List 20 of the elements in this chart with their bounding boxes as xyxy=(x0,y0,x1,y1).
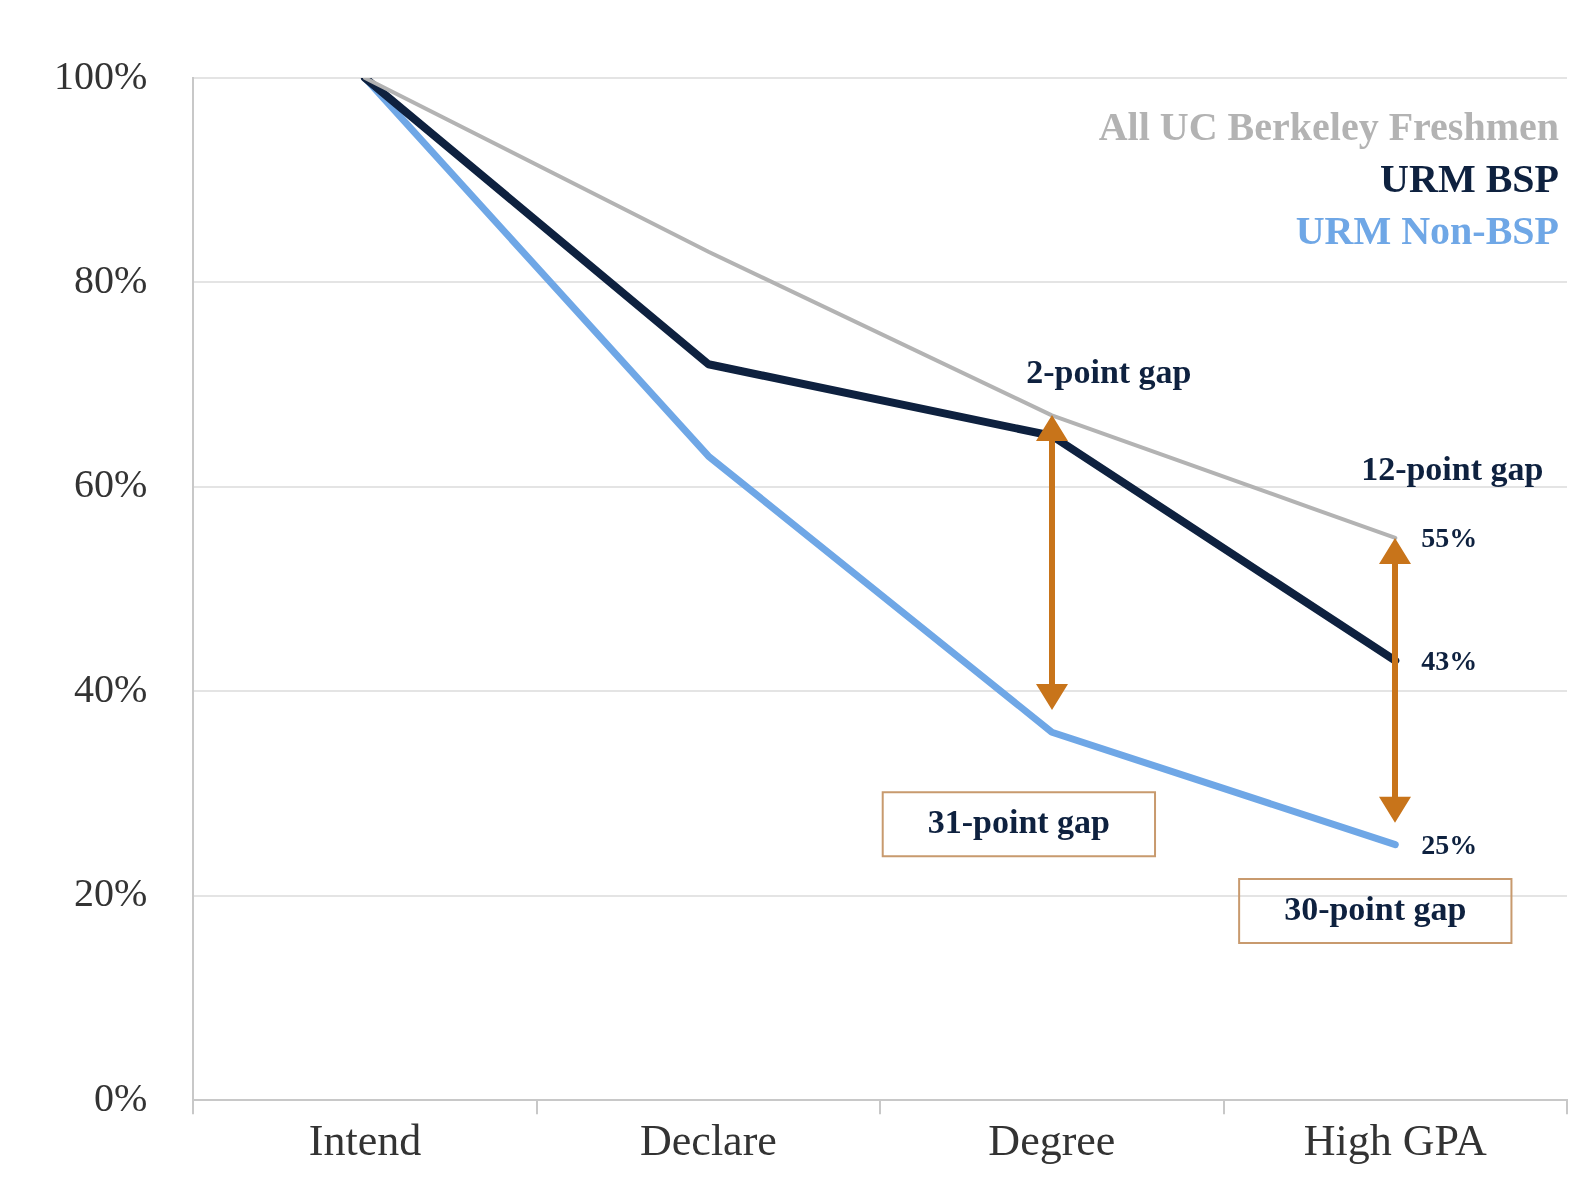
x-tick-label: Degree xyxy=(988,1116,1116,1166)
x-tick-label: High GPA xyxy=(1303,1116,1487,1166)
text: URM Non-BSP xyxy=(1295,208,1559,254)
annotation: 55% xyxy=(1421,522,1478,554)
annotation: 2-point gap xyxy=(1026,353,1192,391)
annotation: 12-point gap xyxy=(1361,450,1544,488)
x-tick-label: Intend xyxy=(308,1116,422,1166)
y-tick-label: 60% xyxy=(73,461,148,507)
y-tick-label: 40% xyxy=(73,665,148,711)
text: All UC Berkeley Freshmen xyxy=(1098,104,1559,150)
annotation: 30-point gap xyxy=(1284,889,1467,927)
y-tick-label: 0% xyxy=(93,1074,148,1120)
y-tick-label: 20% xyxy=(73,870,148,916)
y-tick-label: 100% xyxy=(53,52,148,98)
annotation: 43% xyxy=(1421,644,1478,676)
text: URM BSP xyxy=(1380,156,1559,202)
annotation: 31-point gap xyxy=(927,802,1111,840)
x-tick-label: Declare xyxy=(640,1116,777,1166)
y-tick-label: 80% xyxy=(73,256,148,302)
annotation: 25% xyxy=(1421,828,1478,860)
